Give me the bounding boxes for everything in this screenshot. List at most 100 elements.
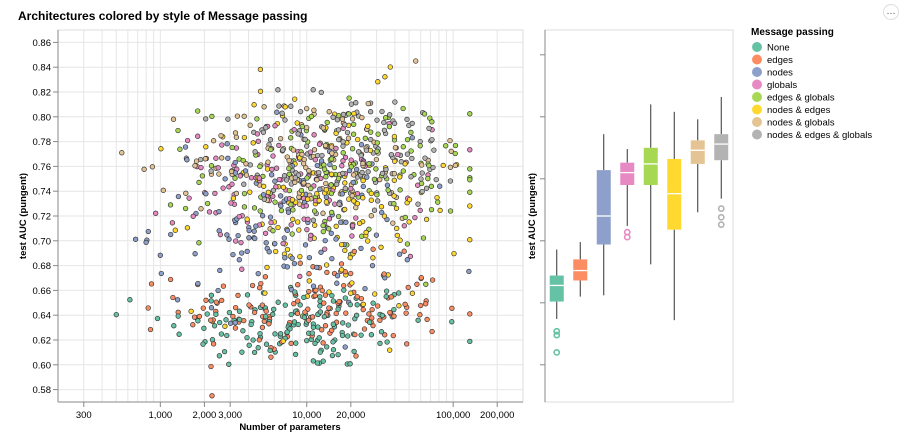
scatter-point	[292, 351, 299, 358]
scatter-point	[295, 282, 301, 288]
scatter-point	[255, 138, 261, 144]
scatter-point	[223, 317, 229, 323]
box-globals	[620, 149, 635, 241]
scatter-point	[418, 176, 424, 182]
y-tick-label: 0.62	[33, 336, 52, 347]
legend-item[interactable]: None	[752, 42, 790, 54]
scatter-point	[358, 152, 364, 159]
legend-item[interactable]: edges & globals	[752, 92, 835, 104]
scatter-point	[330, 339, 336, 345]
scatter-point	[395, 151, 401, 158]
scatter-point	[404, 257, 410, 263]
legend-item[interactable]: nodes	[752, 67, 793, 79]
scatter-point	[297, 108, 304, 115]
scatter-point	[408, 129, 414, 136]
box-iqr	[643, 147, 658, 185]
scatter-point	[322, 323, 329, 329]
box-iqr	[690, 140, 705, 164]
scatter-point	[305, 216, 311, 222]
scatter-point	[345, 322, 351, 328]
scatter-point	[269, 166, 275, 173]
scatter-point	[183, 190, 189, 196]
scatter-point	[306, 254, 313, 261]
scatter-point	[360, 195, 366, 201]
scatter-point	[312, 292, 318, 299]
scatter-point	[353, 215, 359, 221]
scatter-point	[276, 176, 282, 183]
scatter-point	[306, 278, 312, 284]
scatter-point	[396, 303, 402, 309]
scatter-point	[271, 306, 277, 312]
scatter-point	[195, 133, 201, 139]
scatter-point	[246, 235, 252, 241]
scatter-point	[378, 244, 384, 250]
scatter-point	[251, 102, 257, 108]
scatter-point	[391, 120, 398, 127]
scatter-point	[217, 267, 223, 274]
legend-item[interactable]: edges	[752, 54, 793, 67]
scatter-point	[467, 111, 473, 117]
scatter-point	[404, 136, 411, 143]
legend-item[interactable]: globals	[752, 79, 797, 92]
y-tick-label: 0.68	[33, 261, 52, 272]
scatter-point	[466, 268, 472, 275]
scatter-point	[418, 275, 424, 281]
chart-actions-button[interactable]: …	[883, 4, 899, 20]
y-tick-label: 0.60	[33, 360, 52, 371]
scatter-point	[305, 196, 311, 202]
scatter-point	[226, 361, 232, 367]
scatter-point	[263, 240, 269, 246]
scatter-point	[375, 79, 381, 85]
scatter-point	[361, 326, 368, 332]
scatter-point	[280, 184, 287, 190]
scatter-point	[236, 213, 242, 220]
scatter-point	[320, 125, 326, 131]
legend-item[interactable]: nodes & globals	[752, 117, 835, 129]
scatter-point	[339, 116, 346, 122]
scatter-point	[241, 113, 247, 119]
scatter-point	[379, 108, 385, 115]
scatter-point	[283, 177, 290, 183]
scatter-point	[391, 313, 397, 319]
scatter-point	[318, 158, 325, 164]
scatter-point	[316, 141, 323, 147]
scatter-point	[317, 294, 323, 300]
scatter-point	[346, 95, 352, 101]
scatter-point	[327, 161, 333, 168]
scatter-point	[338, 241, 345, 248]
scatter-point	[326, 226, 332, 232]
scatter-point	[238, 239, 244, 246]
scatter-point	[195, 280, 201, 287]
scatter-point	[342, 180, 348, 186]
scatter-point	[193, 158, 200, 164]
scatter-point	[260, 192, 267, 198]
scatter-point	[429, 277, 436, 283]
scatter-point	[296, 201, 303, 207]
box-outlier	[553, 327, 561, 335]
scatter-point	[310, 358, 316, 364]
scatter-point	[356, 220, 363, 226]
scatter-point	[167, 276, 174, 283]
scatter-point	[241, 134, 248, 141]
scatter-point	[419, 162, 425, 168]
scatter-point	[209, 113, 215, 120]
scatter-point	[330, 298, 337, 304]
scatter-point	[353, 100, 359, 106]
legend-swatch	[752, 67, 762, 77]
scatter-point	[354, 302, 360, 308]
box-edges-globals	[643, 104, 658, 265]
scatter-point	[302, 309, 308, 315]
box-edges	[573, 242, 588, 297]
scatter-point	[328, 156, 335, 162]
scatter-point	[257, 66, 264, 73]
scatter-point	[263, 125, 269, 131]
scatter-point	[320, 210, 326, 216]
boxplot-boxes	[549, 96, 729, 356]
legend-item[interactable]: nodes & edges & globals	[752, 129, 872, 142]
scatter-point	[314, 162, 320, 169]
scatter-point	[419, 188, 425, 195]
scatter-point	[247, 122, 253, 128]
legend-item[interactable]: nodes & edges	[752, 104, 831, 117]
scatter-point	[228, 200, 234, 206]
scatter-point	[447, 164, 454, 170]
